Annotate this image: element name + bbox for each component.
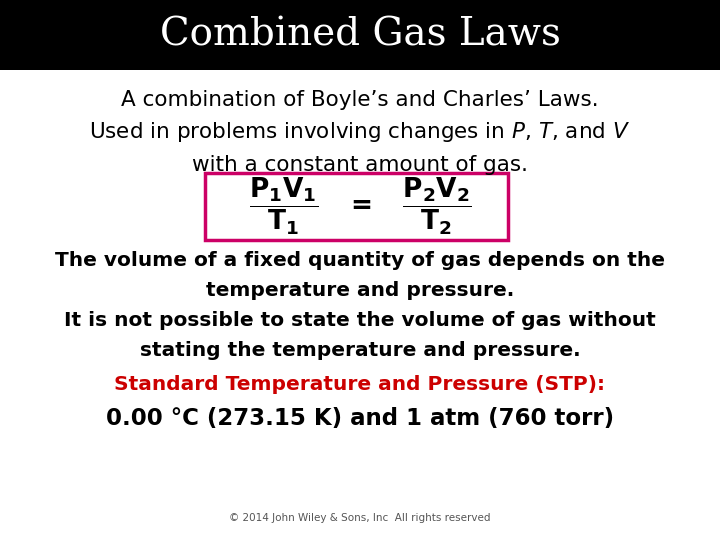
Text: Used in problems involving changes in $\it{P}$, $\it{T}$, and $\it{V}$: Used in problems involving changes in $\… — [89, 120, 631, 144]
Text: Standard Temperature and Pressure (STP):: Standard Temperature and Pressure (STP): — [114, 375, 606, 394]
Text: $\bf{\dfrac{P_1 V_1}{T_1}}$   $\bf{=}$   $\bf{\dfrac{P_2 V_2}{T_2}}$: $\bf{\dfrac{P_1 V_1}{T_1}}$ $\bf{=}$ $\b… — [248, 176, 472, 238]
FancyBboxPatch shape — [0, 0, 720, 70]
Text: with a constant amount of gas.: with a constant amount of gas. — [192, 154, 528, 175]
FancyBboxPatch shape — [205, 173, 508, 240]
Text: © 2014 John Wiley & Sons, Inc  All rights reserved: © 2014 John Wiley & Sons, Inc All rights… — [229, 514, 491, 523]
Text: The volume of a fixed quantity of gas depends on the: The volume of a fixed quantity of gas de… — [55, 251, 665, 270]
Text: 0.00 °C (273.15 K) and 1 atm (760 torr): 0.00 °C (273.15 K) and 1 atm (760 torr) — [106, 407, 614, 430]
Text: Combined Gas Laws: Combined Gas Laws — [160, 17, 560, 53]
Text: temperature and pressure.: temperature and pressure. — [206, 281, 514, 300]
Text: stating the temperature and pressure.: stating the temperature and pressure. — [140, 341, 580, 361]
Text: It is not possible to state the volume of gas without: It is not possible to state the volume o… — [64, 311, 656, 330]
Text: A combination of Boyle’s and Charles’ Laws.: A combination of Boyle’s and Charles’ La… — [121, 90, 599, 110]
